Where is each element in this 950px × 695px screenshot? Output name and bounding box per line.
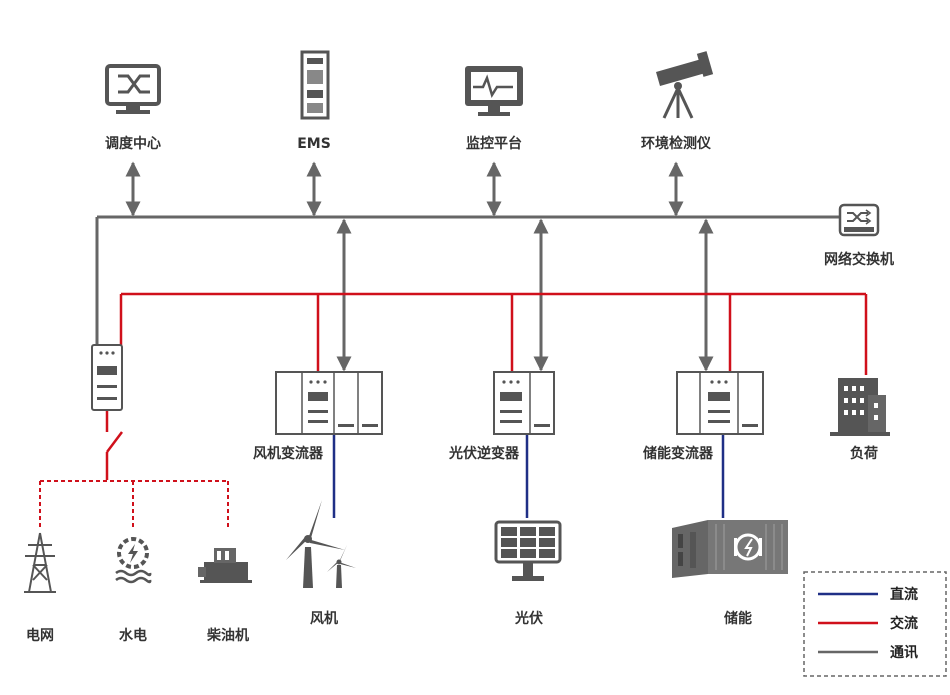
label-pv: 光伏 — [514, 610, 543, 627]
breaker-icon — [91, 344, 123, 411]
label-monitor-platform: 监控平台 — [466, 135, 522, 152]
label-wind-turbine: 风机 — [310, 610, 338, 627]
label-network-switch: 网络交换机 — [824, 251, 894, 268]
label-ems: EMS — [297, 136, 331, 152]
communication-bus — [95, 161, 840, 372]
legend: 直流 交流 通讯 — [803, 571, 947, 677]
dc-lines — [332, 434, 725, 518]
monitor-network-icon — [105, 64, 161, 114]
label-storage: 储能 — [723, 610, 752, 627]
label-diesel: 柴油机 — [206, 627, 249, 644]
legend-label-comm: 通讯 — [890, 645, 918, 661]
breaker-switch-blade — [106, 431, 123, 453]
battery-container-icon — [672, 520, 788, 578]
legend-label-dc: 直流 — [890, 586, 918, 603]
inverter-cabinet-icon — [493, 371, 555, 435]
label-dispatch-center: 调度中心 — [105, 135, 161, 152]
telescope-icon — [656, 51, 714, 119]
hydro-turbine-icon — [115, 537, 152, 584]
network-switch-icon — [838, 203, 880, 237]
label-pv-inverter: 光伏逆变器 — [448, 445, 520, 462]
label-wind-converter: 风机变流器 — [253, 445, 324, 462]
label-hydro: 水电 — [119, 627, 147, 644]
solar-panel-icon — [494, 520, 562, 581]
transmission-tower-icon — [24, 532, 56, 593]
label-env-monitor: 环境检测仪 — [641, 135, 712, 152]
server-cabinet-icon — [300, 50, 330, 120]
building-icon — [830, 378, 890, 436]
monitor-pulse-icon — [465, 66, 523, 116]
wind-turbine-icon — [286, 500, 356, 588]
diesel-generator-icon — [198, 548, 252, 583]
ac-bus — [105, 292, 868, 480]
converter-cabinet-icon — [676, 371, 764, 435]
label-grid: 电网 — [26, 627, 54, 644]
label-load: 负荷 — [850, 445, 878, 462]
label-storage-converter: 储能变流器 — [642, 445, 714, 462]
ac-sources-dashed — [39, 480, 229, 527]
legend-label-ac: 交流 — [890, 615, 918, 632]
converter-cabinet-icon — [275, 371, 383, 435]
